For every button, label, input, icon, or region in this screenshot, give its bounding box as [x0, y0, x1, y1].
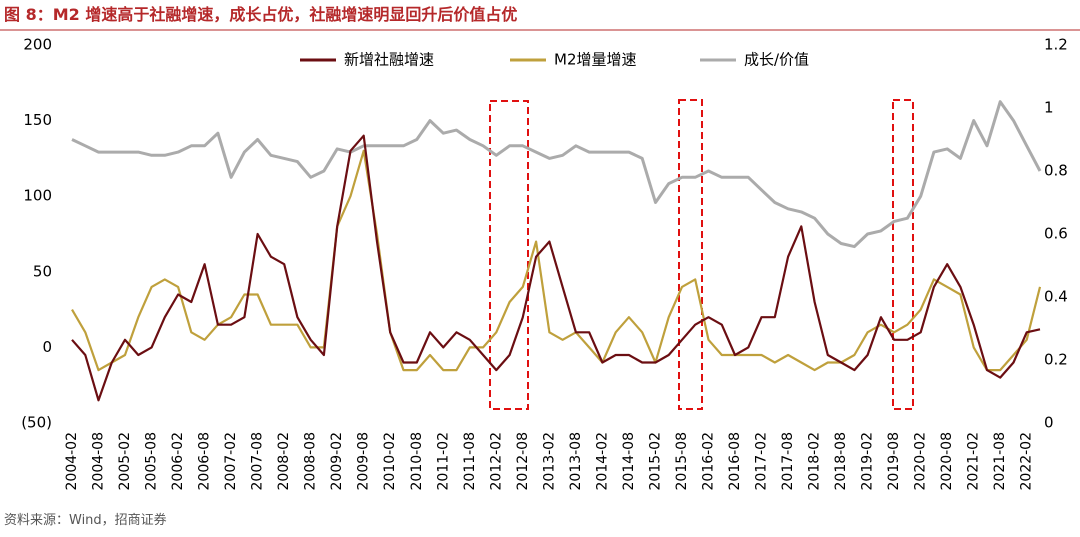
x-tick-label: 2016-02: [700, 432, 716, 491]
highlight-box: [892, 99, 914, 410]
x-tick-label: 2008-02: [276, 432, 292, 491]
x-tick-label: 2008-08: [303, 432, 319, 491]
x-tick-label: 2007-02: [223, 432, 239, 491]
x-tick-label: 2017-02: [754, 432, 770, 491]
legend-label: 新增社融增速: [344, 51, 434, 69]
x-tick-label: 2006-02: [170, 432, 186, 491]
x-tick-label: 2021-02: [966, 432, 982, 491]
x-tick-label: 2018-08: [833, 432, 849, 491]
x-tick-label: 2016-08: [727, 432, 743, 491]
y2-tick-label: 0.6: [1044, 225, 1068, 243]
x-tick-label: 2009-08: [356, 432, 372, 491]
y-tick-label: 100: [23, 187, 52, 205]
x-tick-label: 2013-08: [568, 432, 584, 491]
y2-tick-label: 0.8: [1044, 162, 1068, 180]
y2-tick-label: 0.4: [1044, 288, 1068, 306]
x-tick-label: 2015-02: [647, 432, 663, 491]
x-tick-label: 2004-08: [91, 432, 107, 491]
y2-tick-label: 1: [1044, 99, 1054, 117]
highlight-boxes: [489, 99, 914, 410]
x-tick-label: 2017-08: [780, 432, 796, 491]
chart-title: 图 8：M2 增速高于社融增速，成长占优，社融增速明显回升后价值占优: [4, 5, 517, 24]
y-tick-label: (50): [21, 414, 52, 432]
x-tick-label: 2011-02: [435, 432, 451, 491]
x-tick-label: 2013-02: [541, 432, 557, 491]
x-tick-label: 2009-02: [329, 432, 345, 491]
x-tick-label: 2011-08: [462, 432, 478, 491]
x-tick-label: 2012-08: [515, 432, 531, 491]
x-tick-label: 2006-08: [197, 432, 213, 491]
y-tick-label: 0: [42, 338, 52, 356]
x-tick-label: 2014-08: [621, 432, 637, 491]
x-tick-label: 2018-02: [807, 432, 823, 491]
x-tick-label: 2005-08: [144, 432, 160, 491]
x-tick-label: 2021-08: [992, 432, 1008, 491]
x-tick-label: 2019-08: [886, 432, 902, 491]
series-line: [71, 100, 1042, 249]
x-tick-label: 2015-08: [674, 432, 690, 491]
source-note: 资料来源：Wind，招商证券: [4, 512, 167, 528]
y-tick-label: 50: [33, 262, 52, 280]
legend-label: 成长/价值: [744, 51, 809, 69]
highlight-box: [489, 100, 529, 410]
x-tick-label: 2004-02: [64, 432, 80, 491]
x-tick-label: 2005-02: [117, 432, 133, 491]
y-tick-label: 150: [23, 111, 52, 129]
x-tick-label: 2012-02: [488, 432, 504, 491]
x-tick-label: 2010-08: [409, 432, 425, 491]
y2-tick-label: 0: [1044, 414, 1054, 432]
x-tick-label: 2007-08: [250, 432, 266, 491]
series-line: [71, 134, 1041, 402]
highlight-box: [678, 99, 703, 410]
legend-label: M2增量增速: [554, 51, 637, 69]
x-tick-label: 2014-02: [594, 432, 610, 491]
x-tick-label: 2019-02: [860, 432, 876, 491]
y2-tick-label: 0.2: [1044, 351, 1068, 369]
x-tick-label: 2020-02: [913, 432, 929, 491]
y2-tick-label: 1.2: [1044, 36, 1068, 54]
x-tick-label: 2022-02: [1019, 432, 1035, 491]
x-tick-label: 2020-08: [939, 432, 955, 491]
x-tick-label: 2010-02: [382, 432, 398, 491]
y-tick-label: 200: [23, 36, 52, 54]
